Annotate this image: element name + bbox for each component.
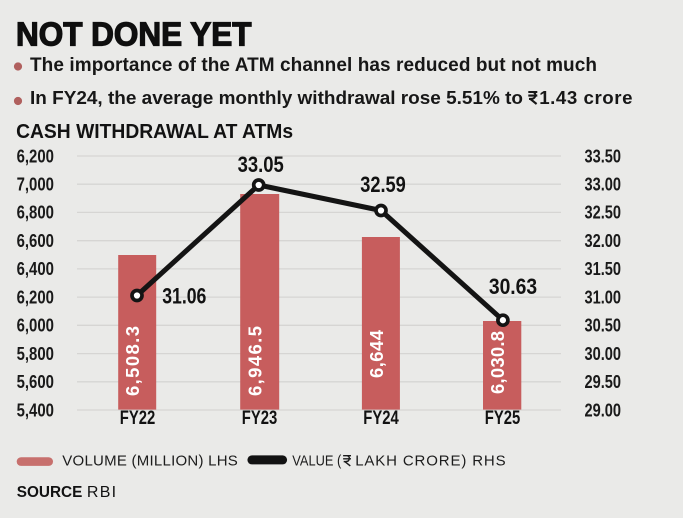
svg-text:6,600: 6,600 — [17, 230, 54, 251]
svg-text:31.50: 31.50 — [585, 258, 622, 279]
svg-text:30.50: 30.50 — [585, 315, 622, 336]
svg-text:6,946.5: 6,946.5 — [245, 326, 266, 396]
svg-text:32.59: 32.59 — [360, 172, 406, 197]
svg-text:33.05: 33.05 — [238, 152, 284, 177]
svg-text:30.63: 30.63 — [489, 274, 537, 299]
svg-text:7,000: 7,000 — [17, 174, 54, 195]
svg-text:6,800: 6,800 — [17, 202, 54, 223]
svg-text:6,400: 6,400 — [17, 258, 54, 279]
svg-text:29.50: 29.50 — [585, 371, 622, 392]
svg-text:6,000: 6,000 — [17, 315, 54, 336]
svg-text:CASH WITHDRAWAL AT ATMs: CASH WITHDRAWAL AT ATMs — [16, 120, 293, 143]
svg-text:32.00: 32.00 — [585, 230, 622, 251]
svg-text:5,800: 5,800 — [17, 343, 54, 364]
svg-text:SOURCE: SOURCE — [17, 484, 83, 501]
svg-text:31.06: 31.06 — [162, 284, 206, 309]
svg-text:LAKH CRORE) RHS: LAKH CRORE) RHS — [355, 453, 505, 470]
svg-text:FY25: FY25 — [485, 408, 521, 429]
svg-text:33.00: 33.00 — [585, 174, 622, 195]
svg-text:30.00: 30.00 — [585, 343, 622, 364]
svg-text:6,200: 6,200 — [17, 286, 54, 307]
svg-text:RBI: RBI — [87, 484, 116, 501]
svg-text:5,400: 5,400 — [17, 399, 54, 420]
svg-text:1.43 crore: 1.43 crore — [539, 87, 632, 108]
svg-text:29.00: 29.00 — [585, 399, 622, 420]
svg-text:NOT DONE YET: NOT DONE YET — [16, 16, 252, 53]
svg-text:VALUE (: VALUE ( — [292, 453, 341, 470]
svg-text:The importance of the ATM chan: The importance of the ATM channel has re… — [30, 55, 597, 76]
svg-text:32.50: 32.50 — [585, 202, 622, 223]
svg-text:33.50: 33.50 — [585, 145, 622, 166]
svg-text:6,200: 6,200 — [17, 145, 54, 166]
svg-text:31.00: 31.00 — [585, 286, 622, 307]
svg-text:FY22: FY22 — [120, 408, 156, 429]
svg-text:FY24: FY24 — [363, 408, 399, 429]
svg-text:6,644: 6,644 — [366, 329, 387, 378]
svg-text:In FY24, the average monthly w: In FY24, the average monthly withdrawal … — [30, 87, 523, 108]
svg-text:6,508.3: 6,508.3 — [122, 326, 143, 396]
svg-text:FY23: FY23 — [242, 408, 278, 429]
svg-text:VOLUME (MILLION) LHS: VOLUME (MILLION) LHS — [62, 453, 238, 470]
svg-text:6,030.8: 6,030.8 — [487, 331, 508, 394]
svg-text:5,600: 5,600 — [17, 371, 54, 392]
